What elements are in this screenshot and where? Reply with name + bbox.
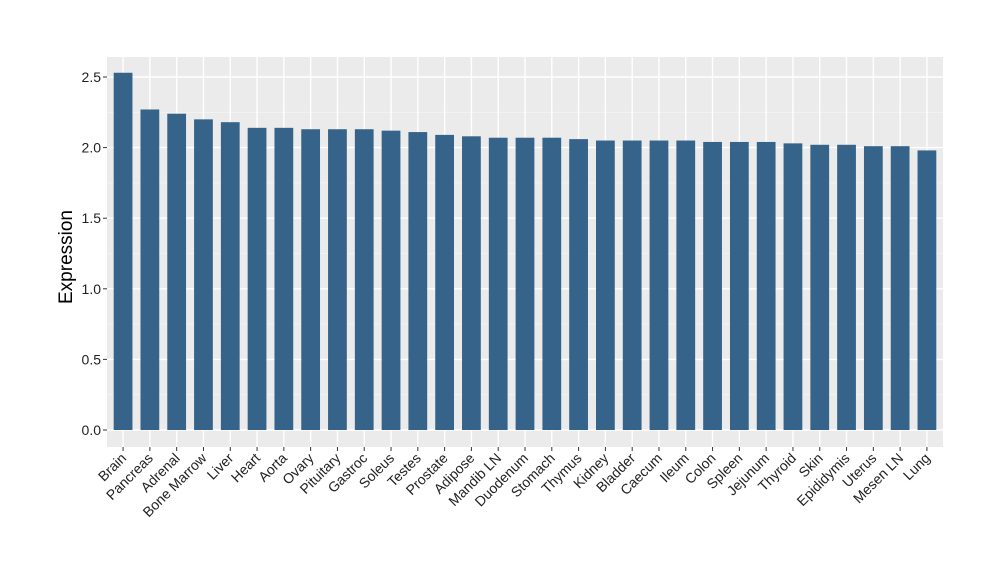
bar-adrenal [167,113,187,431]
bar-stomach [542,137,562,430]
bar-mesen-ln [890,146,910,430]
bar-gastroc [354,129,374,431]
bar-ileum [676,140,696,431]
y-tick-label: 1.5 [82,210,102,226]
bar-pituitary [328,129,347,431]
x-tick-label: Lung [900,450,933,483]
bar-aorta [274,127,294,430]
bar-thyroid [783,143,803,431]
bars [113,72,937,431]
bar-thymus [569,139,588,430]
y-tick-label: 0.0 [82,422,102,438]
bar-ovary [301,129,321,431]
bar-liver [220,122,240,431]
bar-soleus [381,130,401,430]
y-tick-label: 1.0 [82,281,102,297]
bar-bladder [622,140,642,431]
bar-caecum [649,140,669,431]
bar-duodenum [515,137,535,430]
y-tick-label: 2.5 [82,69,102,85]
bar-adipose [462,136,481,431]
bar-jejunum [756,141,776,430]
bar-mandib-ln [488,137,508,430]
bar-pancreas [140,109,160,430]
bar-brain [113,72,133,430]
bar-kidney [596,140,615,431]
bar-lung [917,150,937,431]
y-axis-label: Expression [56,210,77,304]
bar-spleen [729,141,749,430]
y-tick-label: 0.5 [82,351,102,367]
y-tick-label: 2.0 [82,140,102,156]
bar-colon [703,141,722,430]
bar-uterus [863,146,883,430]
y-axis: 0.0 0.5 1.0 1.5 2.0 2.5 [82,69,107,438]
bar-bone-marrow [194,119,213,431]
bar-epididymis [837,144,856,430]
bar-skin [810,144,830,430]
bar-testes [408,132,428,430]
x-tick-label: Heart [228,450,264,486]
bar-heart [247,127,267,430]
bar-prostate [435,134,454,430]
